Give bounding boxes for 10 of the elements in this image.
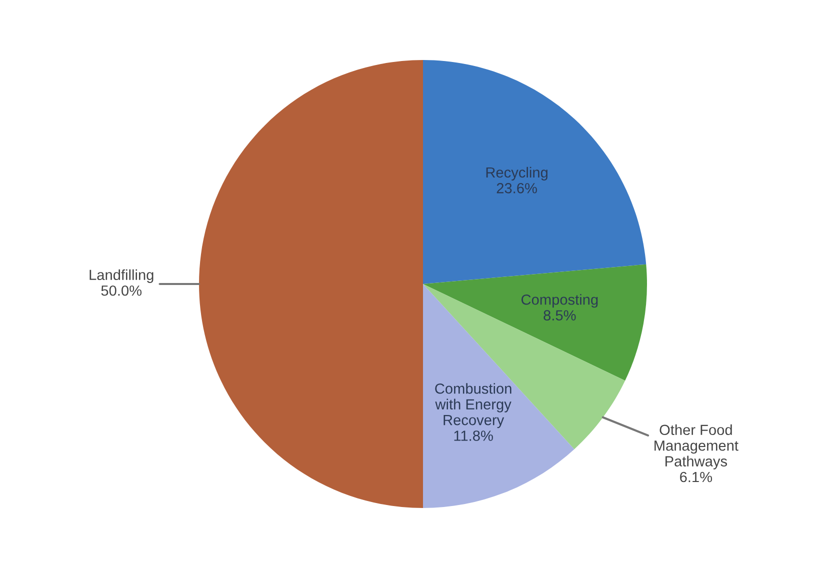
data-label: 8.5%	[544, 310, 576, 321]
data-label: 11.8%	[454, 430, 493, 441]
slice-label: Other Food Management Pathways	[654, 424, 738, 470]
data-label: 6.1%	[680, 472, 712, 482]
slice-label: Combustion with Energy Recovery	[435, 383, 512, 428]
data-label: 23.6%	[496, 183, 537, 194]
slice-label: Recycling	[486, 166, 548, 181]
data-label: 50.0%	[101, 285, 142, 296]
slice-label: Composting	[521, 294, 598, 308]
slice-label: Landfilling	[90, 269, 154, 283]
